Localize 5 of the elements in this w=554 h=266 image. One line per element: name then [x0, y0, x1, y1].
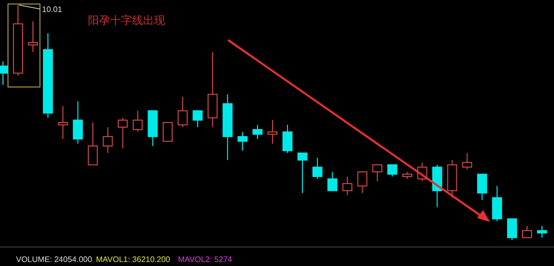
- text: MAVOL1: 36210.200: [96, 255, 171, 264]
- text: MAVOL2: 5274: [178, 255, 233, 264]
- annotation: 10.01: [42, 5, 63, 14]
- annotation: 阳孕十字线出现: [88, 14, 165, 27]
- text: VOLUME: 24054.000: [16, 255, 93, 264]
